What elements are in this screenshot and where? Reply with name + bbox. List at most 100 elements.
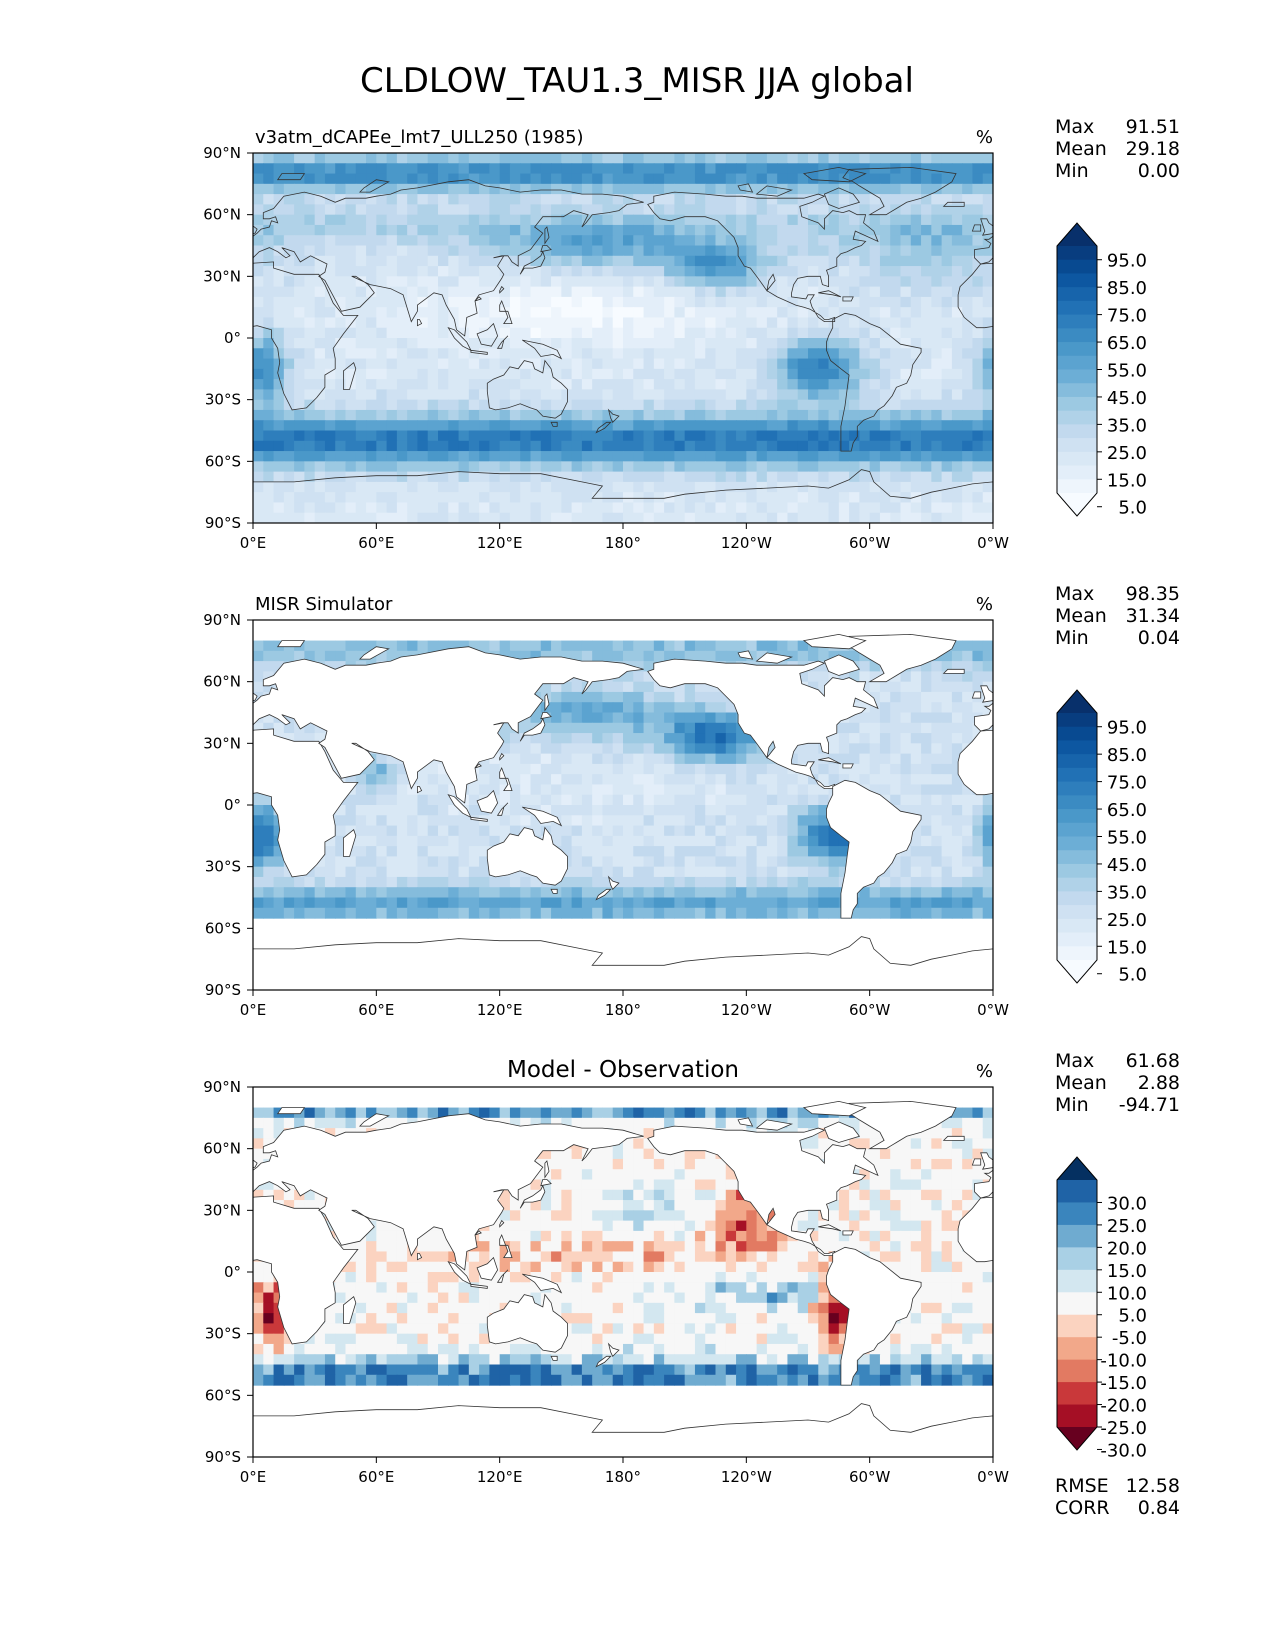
- field-cell: [849, 481, 860, 493]
- field-cell: [273, 846, 285, 857]
- field-cell: [499, 640, 511, 652]
- field-cell: [879, 153, 891, 164]
- field-cell: [808, 276, 819, 288]
- field-cell: [890, 691, 902, 703]
- field-cell: [705, 835, 717, 847]
- field-cell: [530, 276, 542, 288]
- field-cell: [458, 492, 470, 504]
- field-cell: [520, 296, 532, 308]
- field-cell: [756, 897, 768, 909]
- field-cell: [951, 235, 963, 247]
- field-cell: [787, 245, 799, 257]
- field-cell: [581, 163, 593, 175]
- field-cell: [571, 276, 583, 288]
- field-cell: [653, 307, 665, 319]
- field-cell: [314, 317, 326, 329]
- field-cell: [766, 430, 778, 442]
- field-cell: [766, 194, 778, 205]
- field-cell: [561, 338, 573, 349]
- field-cell: [366, 348, 377, 360]
- field-cell: [838, 733, 850, 744]
- field-cell: [910, 214, 922, 226]
- field-cell: [561, 774, 573, 786]
- field-cell: [643, 399, 655, 411]
- field-cell: [756, 204, 768, 216]
- field-cell: [777, 846, 789, 857]
- field-cell: [859, 907, 871, 919]
- field-cell: [879, 163, 891, 175]
- field-cell: [396, 492, 408, 504]
- field-cell: [694, 255, 706, 267]
- field-cell: [602, 846, 614, 857]
- field-cell: [962, 794, 974, 806]
- field-cell: [838, 338, 850, 349]
- field-cell: [366, 153, 377, 164]
- field-cell: [489, 245, 501, 257]
- field-cell: [561, 835, 573, 847]
- field-cell: [777, 440, 789, 452]
- field-cell: [787, 255, 799, 267]
- field-cell: [746, 255, 758, 267]
- field-cell: [407, 296, 419, 308]
- field-cell: [345, 461, 357, 473]
- colorbar-extend-max: [1057, 690, 1097, 713]
- field-cell: [253, 451, 264, 462]
- field-cell: [376, 461, 388, 473]
- field-cell: [355, 784, 367, 796]
- field-cell: [561, 866, 573, 878]
- field-cell: [273, 338, 285, 349]
- field-cell: [571, 733, 583, 744]
- field-cell: [581, 774, 593, 786]
- field-cell: [581, 389, 593, 401]
- field-cell: [921, 1128, 932, 1139]
- field-cell: [396, 224, 408, 236]
- field-cell: [499, 214, 511, 226]
- field-cell: [530, 317, 542, 329]
- field-cell: [756, 805, 768, 816]
- field-cell: [797, 296, 809, 308]
- field-cell: [561, 368, 573, 380]
- field-cell: [746, 907, 758, 919]
- field-cell: [694, 691, 706, 703]
- field-cell: [941, 276, 953, 288]
- field-cell: [263, 815, 275, 827]
- field-cell: [715, 481, 727, 493]
- field-cell: [335, 266, 347, 277]
- field-cell: [581, 866, 593, 878]
- field-cell: [571, 876, 583, 888]
- field-cell: [736, 307, 747, 319]
- field-cell: [684, 825, 696, 837]
- coastline-africa: [253, 261, 359, 411]
- field-cell: [551, 286, 562, 298]
- field-cell: [253, 876, 264, 888]
- field-cell: [859, 481, 871, 493]
- field-cell: [623, 640, 634, 652]
- field-cell: [921, 712, 932, 724]
- field-cell: [376, 794, 388, 806]
- field-cell: [448, 348, 460, 360]
- field-cell: [509, 173, 521, 185]
- field-cell: [355, 379, 367, 390]
- field-cell: [931, 753, 943, 765]
- field-cell: [530, 389, 542, 401]
- field-cell: [756, 245, 768, 257]
- field-cell: [571, 163, 583, 175]
- field-cell: [417, 317, 429, 329]
- field-cell: [643, 430, 655, 442]
- field-cell: [304, 214, 316, 226]
- field-cell: [581, 876, 593, 888]
- field-cell: [612, 712, 624, 724]
- field-cell: [808, 492, 819, 504]
- units-label: %: [976, 127, 993, 148]
- field-cell: [684, 1107, 696, 1119]
- coastline-sulawesi: [496, 335, 509, 349]
- field-cell: [530, 327, 542, 339]
- field-cell: [458, 317, 470, 329]
- field-cell: [438, 224, 449, 236]
- field-cell: [921, 255, 932, 267]
- field-cell: [879, 255, 891, 267]
- field-cell: [499, 327, 511, 339]
- field-cell: [694, 897, 706, 909]
- field-cell: [417, 481, 429, 493]
- field-cell: [273, 348, 285, 360]
